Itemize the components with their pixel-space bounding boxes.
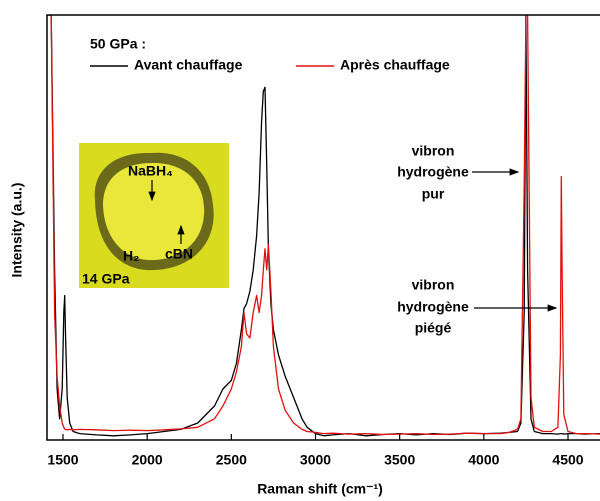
data-line	[47, 15, 600, 437]
legend-title: 50 GPa :	[90, 36, 146, 52]
annotation: vibron	[412, 143, 455, 159]
annotation: piégé	[415, 320, 452, 336]
annotation: hydrogène	[397, 299, 469, 315]
x-tick-label: 3500	[384, 452, 415, 468]
x-tick-label: 2500	[216, 452, 247, 468]
x-tick-label: 4500	[552, 452, 583, 468]
x-tick-label: 3000	[300, 452, 331, 468]
inset-label: cBN	[165, 246, 193, 262]
data-line	[47, 15, 600, 436]
x-tick-label: 2000	[132, 452, 163, 468]
y-axis-label: Intensity (a.u.)	[9, 183, 25, 278]
legend-label: Après chauffage	[340, 57, 450, 73]
inset-label: 14 GPa	[82, 271, 130, 287]
inset-label: H₂	[123, 248, 139, 264]
inset-chamber	[103, 162, 205, 261]
legend-label: Avant chauffage	[134, 57, 243, 73]
inset-label: NaBH₄	[128, 163, 173, 179]
x-tick-label: 4000	[468, 452, 499, 468]
plot-area	[47, 15, 600, 437]
x-tick-label: 1500	[47, 452, 78, 468]
annotation: pur	[422, 186, 445, 202]
inset-image: NaBH₄ H₂ cBN 14 GPa	[79, 143, 229, 288]
x-axis-label: Raman shift (cm⁻¹)	[257, 481, 383, 497]
plot-frame	[46, 14, 600, 441]
annotation: hydrogène	[397, 164, 469, 180]
annotation: vibron	[412, 277, 455, 293]
